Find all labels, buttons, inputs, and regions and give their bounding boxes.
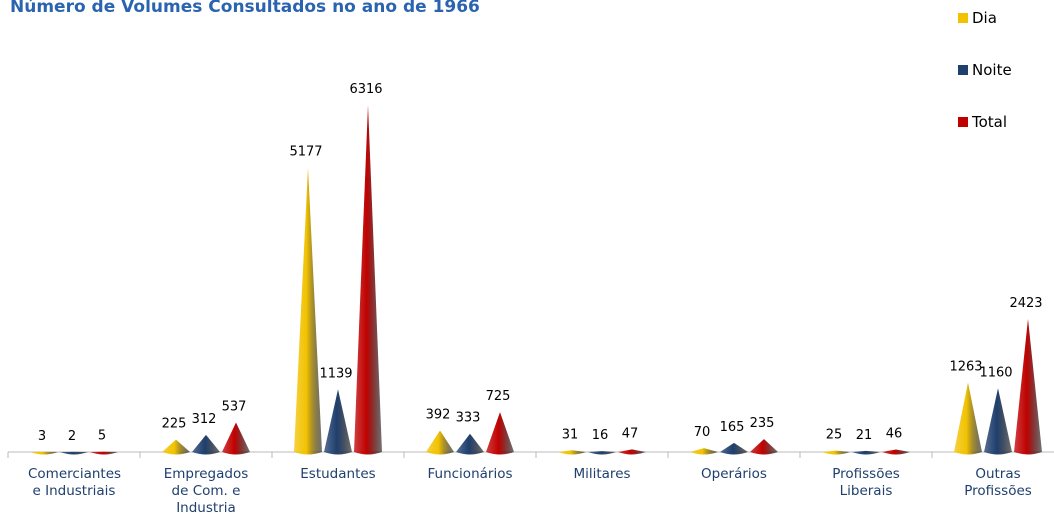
cone [882,449,910,455]
x-tick-label: Estudantes [300,466,376,482]
cone [720,442,748,455]
value-label: 1160 [979,365,1012,380]
legend-label: Noite [972,61,1012,79]
value-label: 16 [592,428,609,443]
cone [750,439,778,455]
value-label: 333 [456,411,481,426]
value-label: 392 [426,407,451,422]
cone [30,451,58,455]
cone [456,433,484,455]
cone [294,167,322,455]
cone [852,450,880,455]
value-label: 46 [886,426,903,441]
x-tick-label: Militares [573,466,631,482]
value-label: 165 [720,420,745,435]
value-label: 225 [162,417,187,432]
value-label: 47 [622,426,639,441]
cone [954,382,982,455]
x-tick-label: Comerciantes e Industriais [28,466,122,499]
value-label: 235 [750,416,775,431]
value-label: 1139 [319,366,352,381]
legend-swatch [958,13,968,23]
value-label: 6316 [349,82,382,97]
cone [1014,318,1042,455]
cone [60,451,88,455]
x-tick-label: Outras Profissões [964,466,1032,499]
value-label: 3 [38,429,46,444]
cone [162,439,190,455]
legend-swatch [958,117,968,127]
cone [984,388,1012,455]
cone [690,448,718,455]
legend-label: Dia [972,9,997,27]
value-label: 5177 [289,145,322,160]
legend-label: Total [971,113,1007,131]
x-tick-label: Funcionários [427,466,513,482]
cone [90,451,118,455]
value-label: 2423 [1009,296,1042,311]
value-label: 21 [856,428,873,443]
cone [486,412,514,455]
x-tick-label: Empregados de Com. e Industria [163,466,249,516]
x-tick-label: Operários [701,466,767,482]
value-label: 5 [98,429,106,444]
value-label: 312 [192,412,217,427]
legend-swatch [958,65,968,75]
cone [426,430,454,455]
value-label: 1263 [949,360,982,375]
value-label: 2 [68,429,76,444]
value-label: 725 [486,389,511,404]
cone [192,434,220,455]
cone [222,422,250,455]
cone [354,105,382,455]
cone [822,450,850,455]
value-label: 31 [562,427,579,442]
cone [618,449,646,455]
cone [588,451,616,455]
cone [558,450,586,455]
value-label: 70 [694,425,711,440]
x-tick-label: Profissões Liberais [832,466,900,499]
chart-title: Número de Volumes Consultados no ano de … [10,0,480,17]
value-label: 537 [222,399,247,414]
value-label: 25 [826,428,843,443]
cone [324,389,352,455]
